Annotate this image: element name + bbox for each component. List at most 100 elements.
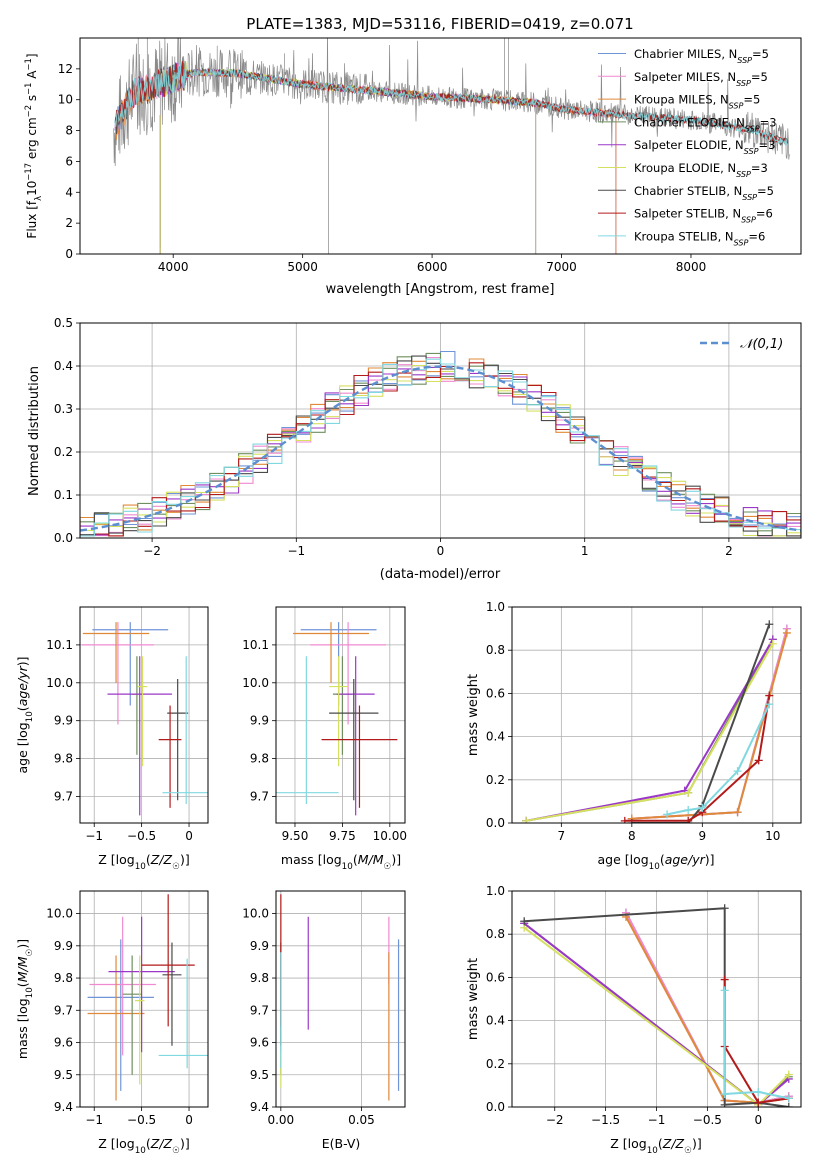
series-marker: [733, 767, 742, 776]
x-tick-label: −2: [143, 544, 161, 558]
series-marker: [784, 1094, 793, 1103]
label-part: =6: [756, 207, 773, 221]
y-tick-label: 10.0: [46, 676, 73, 690]
y-tick-label: 8: [65, 124, 73, 138]
panel-mass-vs-EBV: 0.00 0.05 9.4 9.5 9.6 9.7 9.8 9.9 10.0 E(B-V): [242, 890, 406, 1151]
label-part: 10: [342, 862, 353, 872]
label-part: Z [log: [98, 1136, 134, 1151]
legend-label: Kroupa STELIB, NSSP=6: [634, 229, 765, 247]
series-marker: [720, 904, 729, 913]
series-marker: [720, 975, 729, 984]
y-tick-label: 12: [58, 62, 73, 76]
y-tick-label: 9.7: [250, 1003, 269, 1017]
x-tick-label: 4000: [158, 260, 189, 274]
label-part: 10: [135, 862, 146, 872]
y-tick-label: 9.5: [54, 1068, 73, 1082]
histogram-step-line: [80, 358, 801, 537]
y-tick-label: 9.6: [250, 1036, 269, 1050]
legend-label: Kroupa MILES, NSSP=5: [634, 93, 760, 111]
y-tick-label: 10.0: [242, 907, 269, 921]
y-tick-label: 9.6: [54, 1036, 73, 1050]
label-part: −1: [23, 58, 33, 70]
series-marker: [522, 816, 531, 823]
label-part: Salpeter ELODIE, N: [634, 138, 744, 152]
label-part: =3: [760, 115, 777, 129]
x-tick-label: −1: [85, 1113, 103, 1127]
panel-age-vs-Z: −1 −0.5 09.79.89.910.010.1Z [log10(Z/Z☉)]a…: [15, 606, 209, 872]
x-tick-label: 10.00: [373, 829, 407, 843]
x-tick-label: −1: [85, 829, 103, 843]
y-axis-label: age [log10(age/yr)]: [15, 656, 35, 773]
panel-spectrum: 4000 5000 6000 7000 8000 0 2 4 6 8 10 12 wavelength …: [23, 37, 802, 297]
label-part: Salpeter STELIB, N: [634, 207, 741, 221]
label-part: Z [log: [98, 852, 134, 867]
x-tick-label: 0: [754, 1113, 762, 1127]
x-tick-label: −0.5: [127, 1113, 156, 1127]
series-marker: [754, 1098, 763, 1107]
series-marker: [520, 917, 529, 926]
x-tick-label: 0: [437, 544, 445, 558]
x-tick-label: −0.5: [127, 829, 156, 843]
label-part: (: [146, 852, 151, 867]
label-part: 10: [25, 987, 35, 998]
y-tick-label: 0.6: [486, 686, 505, 700]
legend-label: Salpeter ELODIE, NSSP=3: [634, 138, 775, 156]
label-part: )]: [705, 852, 715, 867]
series-line: [624, 695, 771, 822]
series-marker: [765, 691, 774, 700]
label-part: A: [25, 70, 39, 83]
y-tick-label: 0: [65, 247, 73, 261]
label-part: −1: [23, 83, 33, 95]
label-part: ☉: [25, 949, 35, 957]
series-marker: [720, 1100, 729, 1107]
legend-label: 𝒩(0,1): [740, 337, 783, 352]
y-tick-label: 0.0: [54, 531, 73, 545]
y-tick-label: 9.4: [250, 1100, 269, 1114]
x-tick-label: −0.5: [693, 1113, 722, 1127]
series-marker: [768, 639, 777, 648]
x-tick-label: 7: [558, 829, 566, 843]
label-part: =5: [757, 184, 774, 198]
label-part: ]: [25, 53, 39, 58]
label-part: SSP: [745, 124, 760, 133]
label-part: ☉: [684, 1146, 692, 1156]
label-part: SSP: [737, 56, 752, 65]
y-tick-label: 9.8: [54, 752, 73, 766]
spectrum-model-line: [114, 61, 788, 146]
normal-curve-line: [80, 365, 801, 532]
y-tick-label: 6: [65, 154, 73, 168]
y-tick-label: 10: [58, 93, 73, 107]
x-tick-label: 0: [185, 1113, 193, 1127]
y-tick-label: 10.1: [242, 638, 269, 652]
label-part: Kroupa ELODIE, N: [634, 161, 736, 175]
label-part: )]: [15, 656, 30, 666]
label-part: SSP: [729, 101, 744, 110]
axes-frame: [275, 606, 406, 824]
panel-residuals: −2 −1 0 1 2 0.0 0.1 0.2 0.3 0.4 0.5 (data-model)/er…: [27, 316, 802, 582]
series-marker: [720, 986, 729, 995]
axes-frame: [511, 890, 802, 1108]
y-tick-label: 9.7: [54, 789, 73, 803]
y-tick-label: 0.2: [54, 445, 73, 459]
y-tick-label: 10.0: [46, 907, 73, 921]
panel-mass-vs-Z: −1 −0.5 09.49.59.69.79.89.910.0Z [log10(Z/…: [15, 890, 209, 1156]
series-marker: [698, 803, 707, 812]
label-part: SSP: [734, 238, 749, 247]
y-axis-label: Flux [fλ10−17 erg cm−2 s−1 A−1]: [23, 53, 43, 238]
label-part: erg cm: [25, 117, 39, 163]
x-tick-label: 9: [698, 829, 706, 843]
x-axis-label: age [log10(age/yr)]: [597, 852, 714, 872]
x-tick-label: −2: [546, 1113, 564, 1127]
label-part: Z/Z: [662, 1136, 685, 1151]
y-axis-label: Normed distribution: [27, 366, 42, 496]
label-part: )]: [391, 852, 401, 867]
label-part: (: [15, 982, 30, 987]
label-part: 10: [649, 862, 660, 872]
panel-age-vs-mass: 9.50 9.75 10.00 9.7 9.8 9.9 10.0 10.1 mass [log1…: [242, 606, 407, 872]
x-tick-label: 8000: [676, 260, 707, 274]
legend-label: Chabrier STELIB, NSSP=5: [634, 184, 774, 202]
spectrum-model-line: [114, 66, 617, 254]
x-tick-label: 7000: [546, 260, 577, 274]
x-tick-label: 9.50: [282, 829, 309, 843]
